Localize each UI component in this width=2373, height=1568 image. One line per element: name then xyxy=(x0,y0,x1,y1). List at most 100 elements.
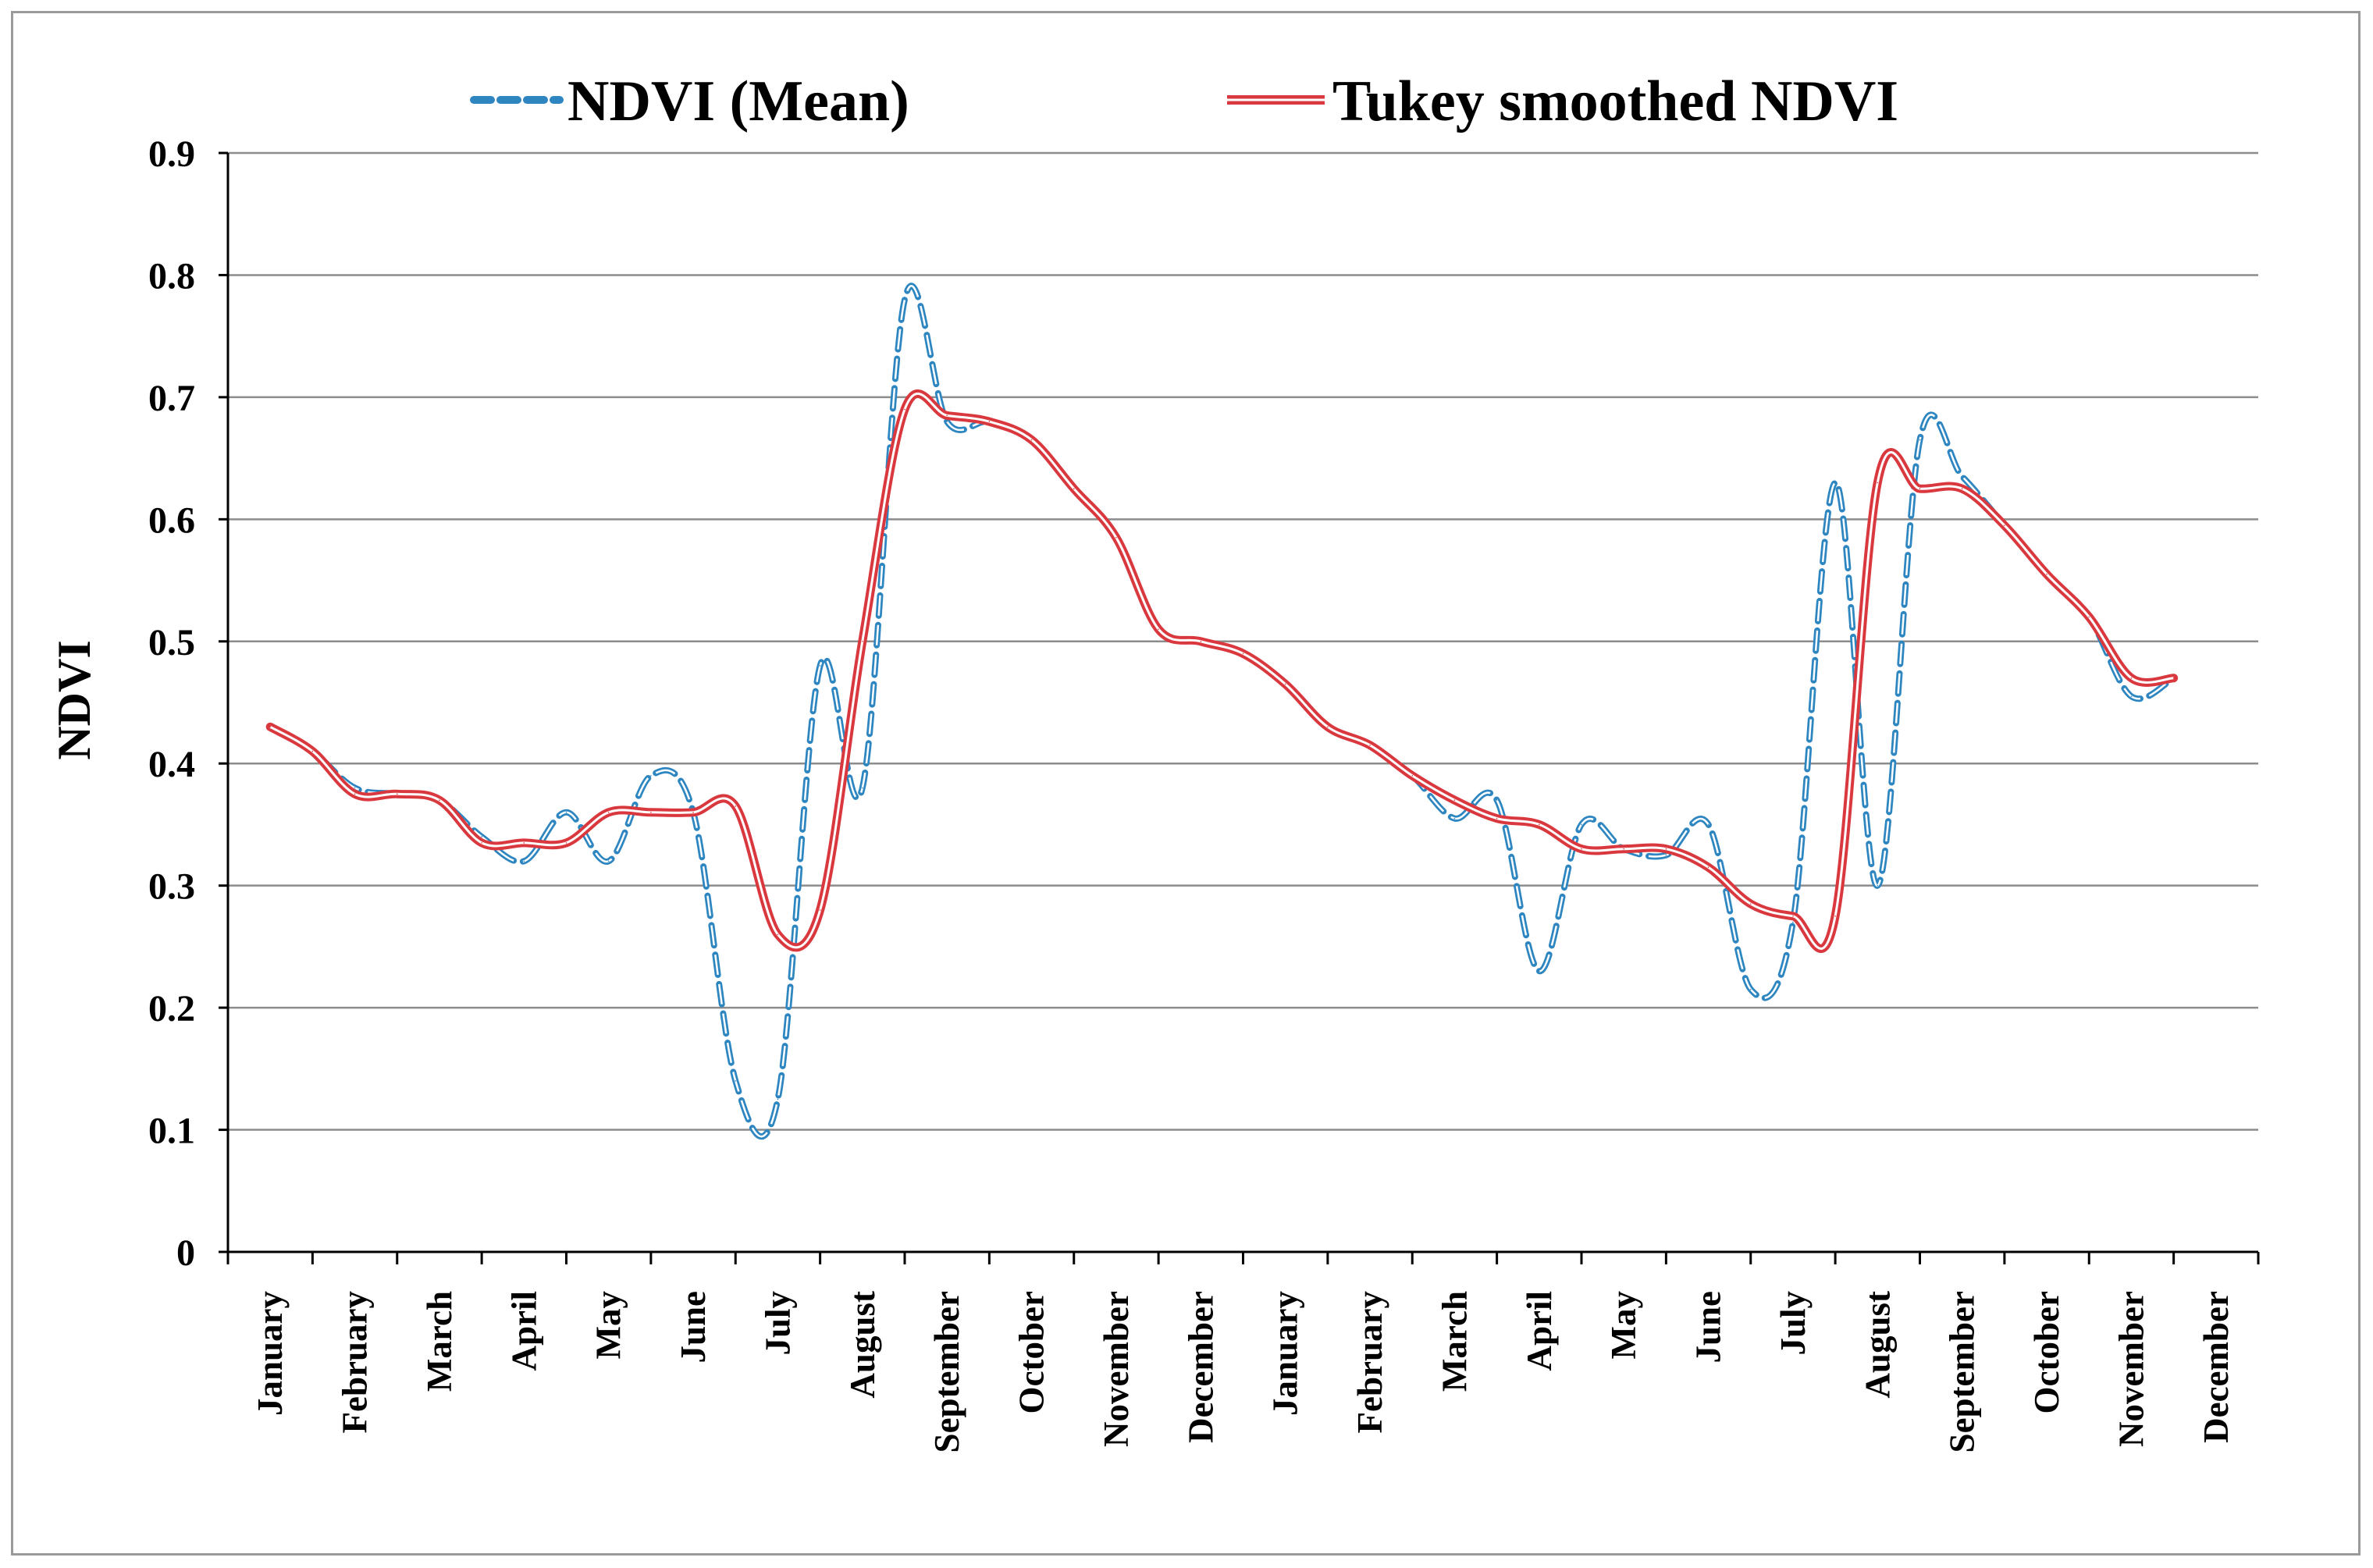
y-tick-label: 0.8 xyxy=(148,255,195,297)
series-line-ndvi-mean-inner xyxy=(269,285,2175,1138)
data-point-tukey-smoothed xyxy=(607,812,610,813)
data-point-ndvi-mean xyxy=(1496,799,1498,801)
data-point-tukey-smoothed xyxy=(439,799,440,801)
x-tick-label: June xyxy=(674,1291,713,1364)
data-point-ndvi-mean xyxy=(1453,817,1456,820)
x-tick-label: January xyxy=(1266,1291,1305,1417)
data-point-ndvi-mean xyxy=(1919,439,1921,441)
data-point-tukey-smoothed xyxy=(1411,775,1414,777)
x-tick-label: July xyxy=(758,1291,797,1356)
data-point-tukey-smoothed xyxy=(1665,848,1667,850)
data-point-tukey-smoothed xyxy=(2046,573,2047,575)
x-tick-labels: January February March April May June July Augu… xyxy=(251,1291,2236,1453)
data-point-tukey-smoothed xyxy=(1707,866,1709,868)
data-point-tukey-smoothed xyxy=(1453,799,1456,801)
data-point-ndvi-mean xyxy=(2130,695,2133,697)
data-point-tukey-smoothed xyxy=(1792,915,1794,917)
data-point-ndvi-mean xyxy=(354,787,356,789)
data-point-tukey-smoothed xyxy=(1369,744,1371,746)
data-point-ndvi-mean xyxy=(650,775,652,777)
y-tick-label: 0.9 xyxy=(148,133,195,175)
data-point-tukey-smoothed xyxy=(1073,488,1075,490)
x-tick-label: October xyxy=(1012,1291,1051,1413)
data-point-tukey-smoothed xyxy=(565,842,567,844)
x-tick-label: December xyxy=(2197,1291,2236,1443)
x-tick-label: December xyxy=(1181,1291,1220,1443)
y-tick-label: 0.7 xyxy=(148,378,195,419)
data-point-ndvi-mean xyxy=(777,1098,779,1100)
legend-ndvi-mean-label: NDVI (Mean) xyxy=(567,69,909,133)
data-point-ndvi-mean xyxy=(1665,854,1667,856)
x-tick-label: September xyxy=(927,1291,966,1452)
data-point-tukey-smoothed xyxy=(1030,439,1033,441)
legend-tukey-label: Tukey smoothed NDVI xyxy=(1332,69,1898,133)
x-tick-label: November xyxy=(1097,1291,1136,1447)
series-lines xyxy=(265,283,2179,1140)
gridlines xyxy=(228,151,2258,1131)
data-point-tukey-smoothed xyxy=(692,812,694,813)
data-point-tukey-smoothed xyxy=(1284,683,1286,685)
y-tick-label: 0.6 xyxy=(148,500,195,541)
y-tick-label: 0.2 xyxy=(148,988,195,1029)
x-tick-label: February xyxy=(1350,1291,1389,1434)
data-point-tukey-smoothed xyxy=(1242,652,1244,655)
data-point-tukey-smoothed xyxy=(1327,726,1329,728)
data-point-tukey-smoothed xyxy=(1115,537,1117,539)
data-point-ndvi-mean xyxy=(1877,884,1879,887)
y-tick-label: 0.4 xyxy=(148,744,195,785)
x-tick-label: January xyxy=(251,1291,290,1417)
data-point-tukey-smoothed xyxy=(1539,823,1540,826)
data-point-tukey-smoothed xyxy=(1834,915,1836,917)
data-point-tukey-smoothed xyxy=(819,909,821,911)
data-point-tukey-smoothed xyxy=(481,842,482,844)
x-tick-label: April xyxy=(504,1291,543,1371)
series-line-ndvi-mean xyxy=(267,283,2177,1140)
data-point-tukey-smoothed xyxy=(735,805,737,807)
data-point-tukey-smoothed xyxy=(523,842,525,844)
data-point-tukey-smoothed xyxy=(862,640,863,642)
data-point-tukey-smoothed xyxy=(1919,488,1921,490)
legend: NDVI (Mean) Tukey smoothed NDVI xyxy=(470,69,1898,133)
x-tick-label: April xyxy=(1520,1291,1559,1371)
data-point-tukey-smoothed xyxy=(1749,903,1752,905)
x-tick-label: May xyxy=(589,1291,628,1360)
data-point-ndvi-mean xyxy=(1834,482,1836,484)
y-tick-labels: 0 0.1 0.2 0.3 0.4 0.5 0.6 0.7 0.8 0.9 xyxy=(148,133,195,1274)
data-point-ndvi-mean xyxy=(481,836,482,837)
data-point-ndvi-mean xyxy=(523,860,525,862)
data-point-tukey-smoothed xyxy=(1623,848,1624,850)
x-tick-label: March xyxy=(1435,1291,1474,1392)
data-point-tukey-smoothed xyxy=(904,408,905,411)
series-line-tukey-smoothed-inner xyxy=(269,393,2174,950)
data-point-tukey-smoothed xyxy=(1158,628,1159,630)
data-point-ndvi-mean xyxy=(1961,475,1963,478)
chart-frame: NDVI (Mean) Tukey smoothed NDVI 0 0.1 0.2 0… xyxy=(11,11,2361,1556)
data-point-ndvi-mean xyxy=(735,1080,737,1082)
y-axis-label: NDVI xyxy=(48,640,100,759)
data-point-tukey-smoothed xyxy=(1961,488,1963,490)
x-tick-label: August xyxy=(843,1291,882,1399)
data-point-tukey-smoothed xyxy=(1200,640,1202,642)
data-point-tukey-smoothed xyxy=(2088,616,2090,618)
y-tick-label: 0.1 xyxy=(148,1111,195,1152)
x-tick-label: June xyxy=(1689,1291,1728,1364)
y-tick-label: 0.5 xyxy=(148,622,195,663)
ndvi-chart: NDVI (Mean) Tukey smoothed NDVI 00.10.20… xyxy=(48,69,2260,1453)
data-point-tukey-smoothed xyxy=(311,750,314,752)
data-point-tukey-smoothed xyxy=(988,421,991,422)
data-point-ndvi-mean xyxy=(946,421,948,422)
data-point-tukey-smoothed xyxy=(269,726,271,728)
y-tick-label: 0.3 xyxy=(148,866,195,908)
series-line-tukey-smoothed xyxy=(265,389,2179,953)
axes xyxy=(219,151,2260,1264)
data-point-ndvi-mean xyxy=(1792,921,1794,923)
x-tick-label: March xyxy=(420,1291,459,1392)
x-tick-label: November xyxy=(2112,1291,2151,1447)
x-tick-label: August xyxy=(1858,1291,1897,1399)
x-tick-label: July xyxy=(1774,1291,1813,1356)
data-point-tukey-smoothed xyxy=(2130,677,2133,679)
data-point-tukey-smoothed xyxy=(354,793,356,795)
x-tick-label: February xyxy=(336,1291,375,1434)
data-point-ndvi-mean xyxy=(607,860,610,862)
data-point-ndvi-mean xyxy=(1539,970,1540,972)
